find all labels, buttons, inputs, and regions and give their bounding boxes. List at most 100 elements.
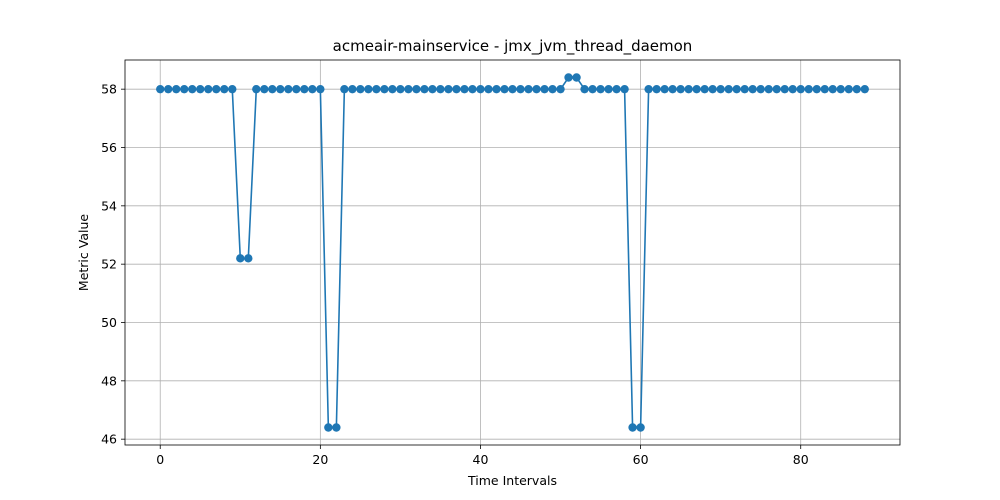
data-point bbox=[732, 84, 741, 94]
data-point bbox=[412, 84, 421, 94]
data-point bbox=[180, 84, 189, 94]
x-tick-label: 60 bbox=[633, 452, 649, 467]
data-point bbox=[764, 84, 773, 94]
data-point bbox=[436, 84, 445, 94]
data-point bbox=[228, 84, 237, 94]
data-point bbox=[276, 84, 285, 94]
y-axis-label: Metric Value bbox=[76, 214, 91, 291]
data-point bbox=[532, 84, 541, 94]
data-point bbox=[356, 84, 365, 94]
data-point bbox=[860, 84, 869, 94]
data-point bbox=[348, 84, 357, 94]
data-point bbox=[420, 84, 429, 94]
data-point bbox=[444, 84, 453, 94]
axis-ticks: 0 20 40 60 80 46 48 50 52 54 56 58 bbox=[101, 82, 809, 467]
plot-frame bbox=[124, 59, 901, 446]
data-point bbox=[644, 84, 653, 94]
y-tick-label: 48 bbox=[101, 373, 117, 388]
y-tick-label: 56 bbox=[101, 140, 117, 155]
data-point bbox=[188, 84, 197, 94]
data-point bbox=[324, 423, 333, 432]
data-point bbox=[548, 84, 557, 94]
data-point bbox=[628, 423, 637, 432]
data-point bbox=[700, 84, 709, 94]
data-point bbox=[156, 84, 165, 94]
data-point bbox=[748, 84, 757, 94]
data-point bbox=[428, 84, 437, 94]
data-point bbox=[396, 84, 405, 94]
data-point bbox=[212, 84, 221, 94]
data-point bbox=[380, 84, 389, 94]
data-point bbox=[796, 84, 805, 94]
data-point bbox=[772, 84, 781, 94]
data-point bbox=[516, 84, 525, 94]
data-point bbox=[252, 84, 261, 94]
data-point bbox=[204, 84, 213, 94]
data-series bbox=[156, 73, 869, 432]
data-point bbox=[556, 84, 565, 94]
data-point bbox=[692, 84, 701, 94]
data-point bbox=[268, 84, 277, 94]
data-point bbox=[564, 73, 573, 82]
data-point bbox=[780, 84, 789, 94]
data-point bbox=[284, 84, 293, 94]
data-point bbox=[540, 84, 549, 94]
data-point bbox=[524, 84, 533, 94]
chart-title: acmeair-mainservice - jmx_jvm_thread_dae… bbox=[333, 37, 693, 56]
data-point bbox=[220, 84, 229, 94]
data-point bbox=[756, 84, 765, 94]
data-point bbox=[364, 84, 373, 94]
data-point bbox=[580, 84, 589, 94]
data-point bbox=[740, 84, 749, 94]
data-point bbox=[684, 84, 693, 94]
data-point bbox=[260, 84, 269, 94]
data-point bbox=[820, 84, 829, 94]
data-point bbox=[492, 84, 501, 94]
data-point bbox=[340, 84, 349, 94]
data-point bbox=[404, 84, 413, 94]
data-point bbox=[708, 84, 717, 94]
data-point bbox=[828, 84, 837, 94]
data-point bbox=[676, 84, 685, 94]
data-point bbox=[468, 84, 477, 94]
data-point bbox=[668, 84, 677, 94]
data-point bbox=[724, 84, 733, 94]
data-point bbox=[332, 423, 341, 432]
data-point bbox=[292, 84, 301, 94]
data-point bbox=[588, 84, 597, 94]
data-point bbox=[300, 84, 309, 94]
data-point bbox=[460, 84, 469, 94]
data-point bbox=[236, 254, 245, 263]
y-tick-label: 54 bbox=[101, 198, 117, 213]
data-point bbox=[508, 84, 517, 94]
data-point bbox=[836, 84, 845, 94]
data-point bbox=[612, 84, 621, 94]
y-tick-label: 46 bbox=[101, 432, 117, 447]
y-tick-label: 52 bbox=[101, 257, 117, 272]
data-point bbox=[716, 84, 725, 94]
data-point bbox=[788, 84, 797, 94]
data-point bbox=[620, 84, 629, 94]
data-point bbox=[604, 84, 613, 94]
data-point bbox=[660, 84, 669, 94]
data-point bbox=[316, 84, 325, 94]
data-point bbox=[172, 84, 181, 94]
data-point bbox=[164, 84, 173, 94]
data-point bbox=[244, 254, 253, 263]
data-point bbox=[372, 84, 381, 94]
x-tick-label: 80 bbox=[793, 452, 809, 467]
data-point bbox=[500, 84, 509, 94]
x-axis-label: Time Intervals bbox=[467, 473, 557, 488]
y-tick-label: 50 bbox=[101, 315, 117, 330]
x-tick-label: 20 bbox=[312, 452, 328, 467]
data-point bbox=[596, 84, 605, 94]
y-tick-label: 58 bbox=[101, 82, 117, 97]
data-point bbox=[484, 84, 493, 94]
data-point bbox=[308, 84, 317, 94]
data-point bbox=[196, 84, 205, 94]
data-point bbox=[804, 84, 813, 94]
data-point bbox=[636, 423, 645, 432]
x-tick-label: 0 bbox=[156, 452, 164, 467]
data-point bbox=[812, 84, 821, 94]
